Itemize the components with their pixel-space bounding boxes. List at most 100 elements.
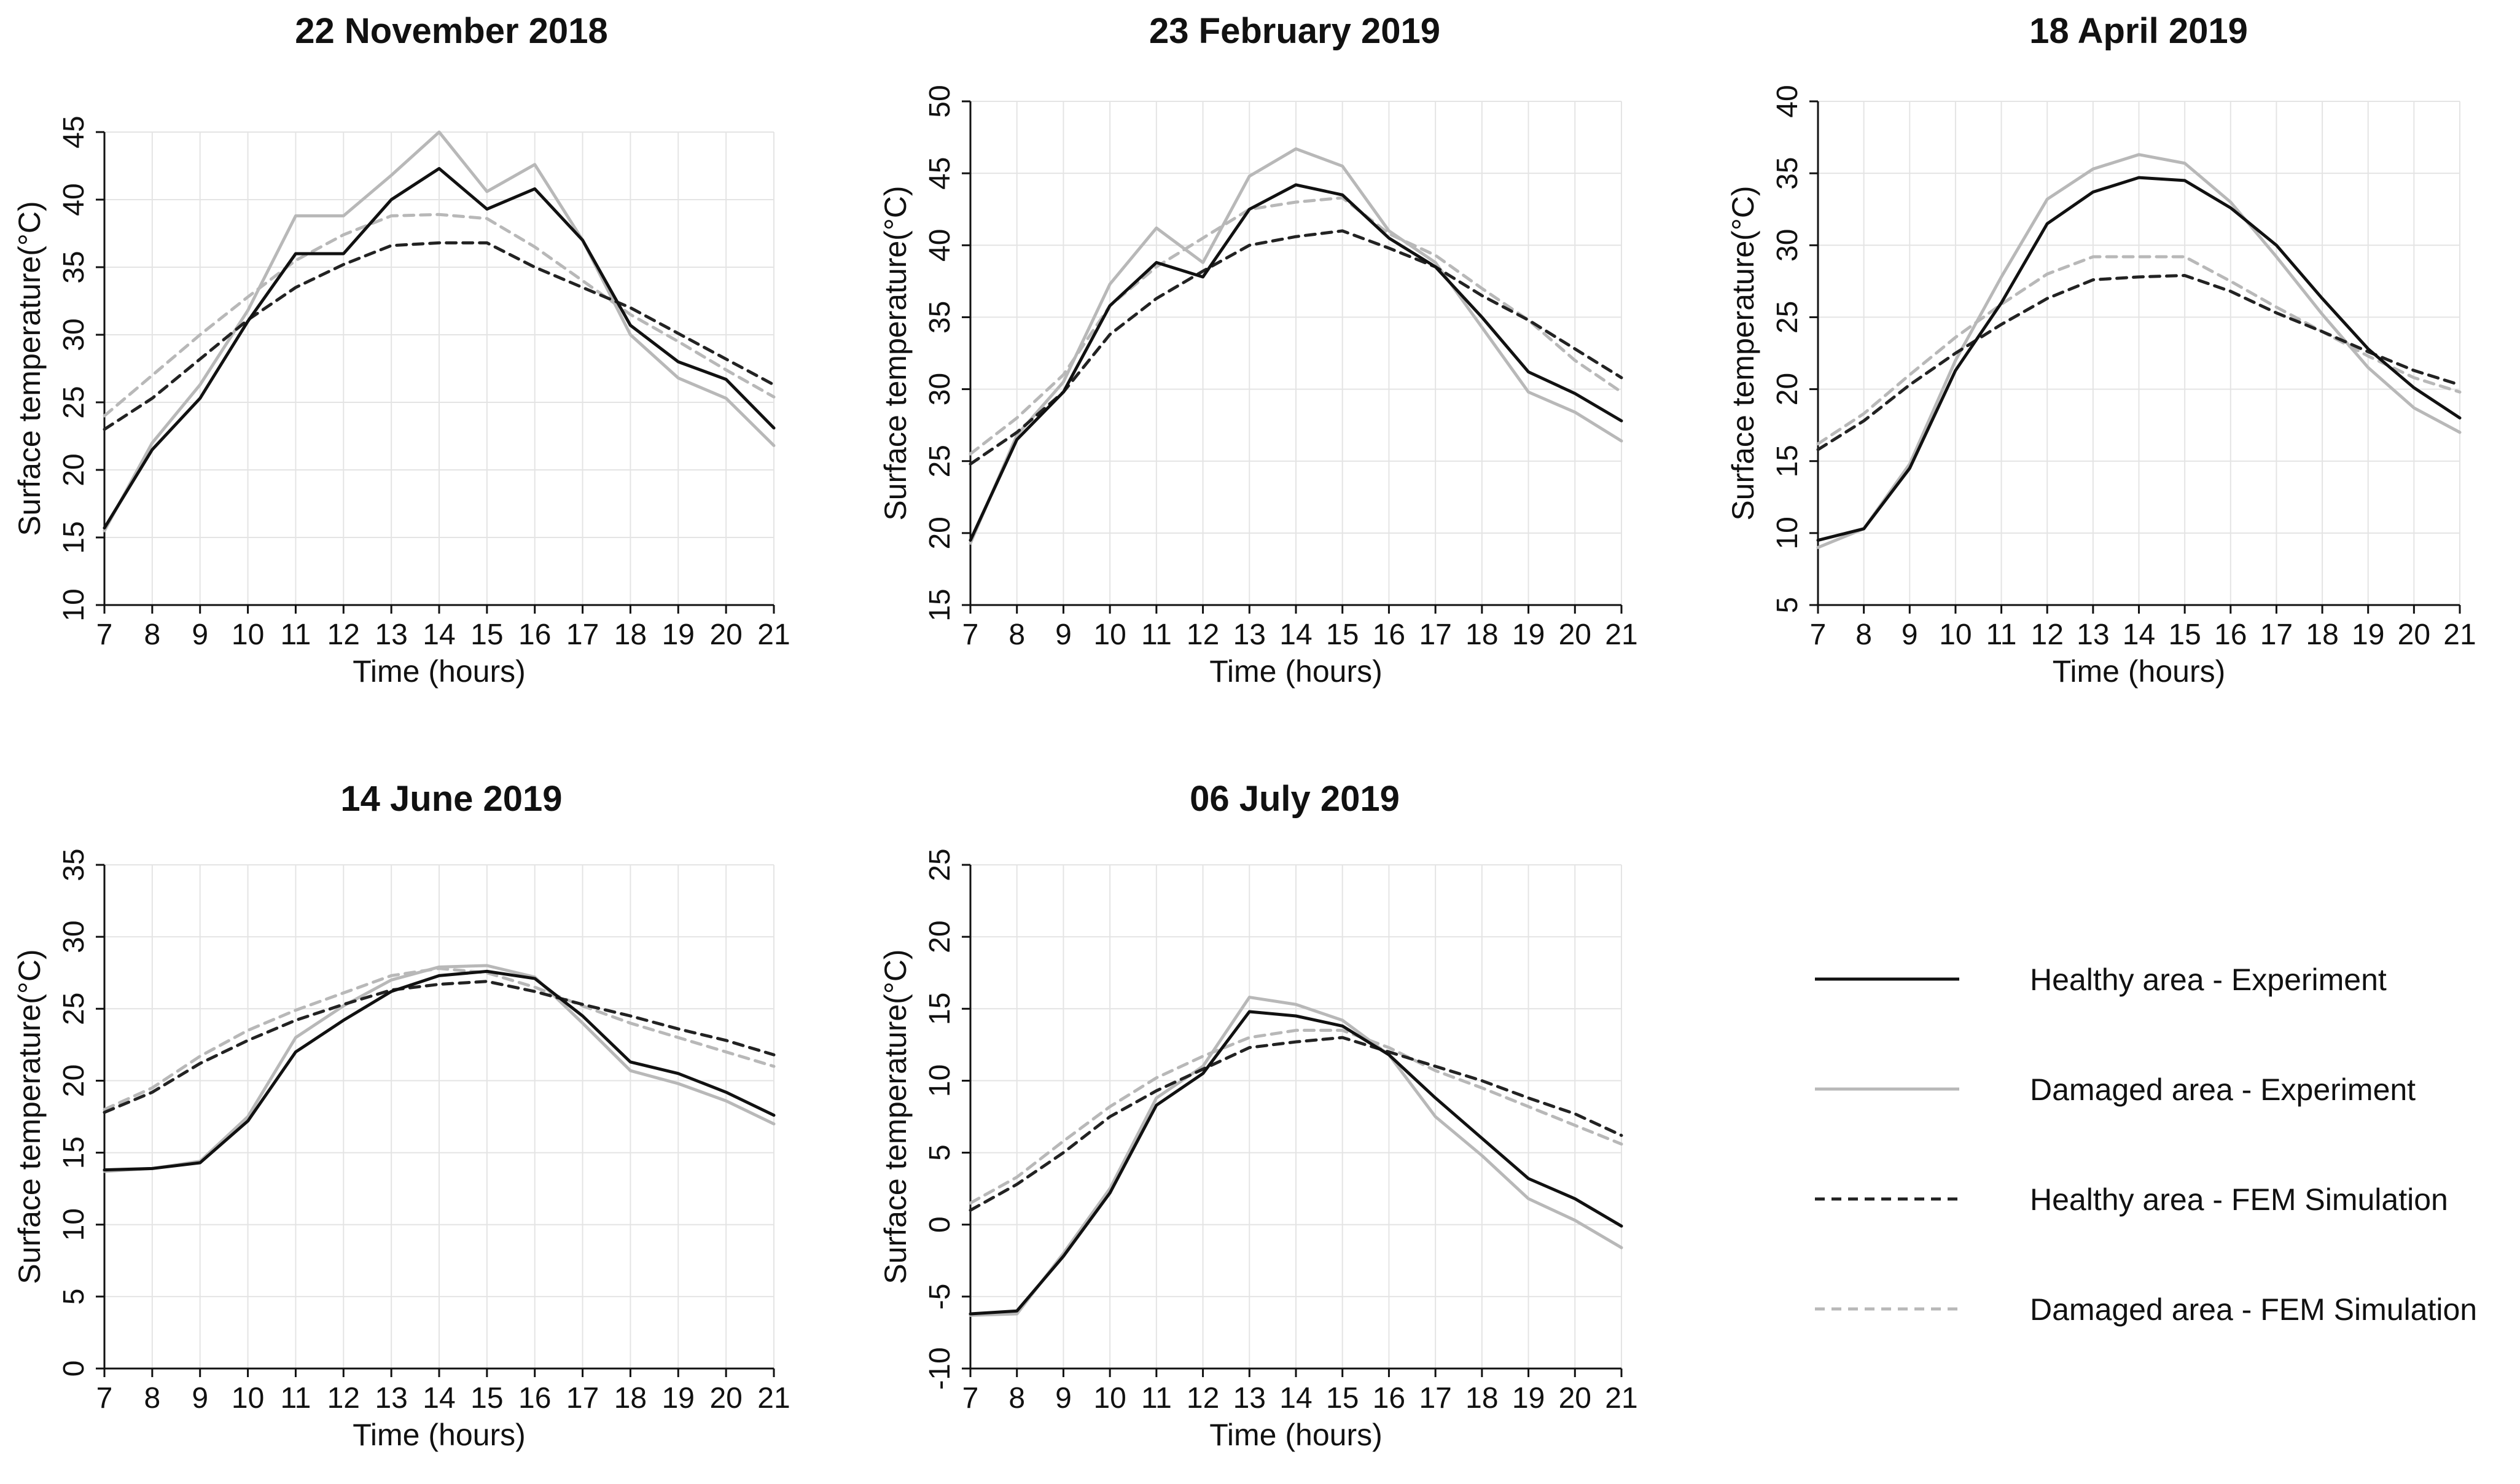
x-tick-label: 9 <box>1902 619 1918 651</box>
series-line-healthy-fem <box>103 980 776 1114</box>
x-tick-label: 12 <box>1187 1382 1219 1415</box>
x-tick-label: 16 <box>1373 1382 1405 1415</box>
x-tick-label: 20 <box>709 619 742 651</box>
x-tick-label: 12 <box>1187 619 1219 651</box>
x-tick-label: 15 <box>1326 619 1359 651</box>
series-line-healthy-fem <box>1816 273 2462 451</box>
x-tick-label: 20 <box>1559 619 1591 651</box>
y-tick-label: 40 <box>1771 85 1804 117</box>
x-tick-label: 8 <box>1008 1382 1025 1415</box>
series-line-damaged-fem <box>969 1028 1623 1205</box>
x-tick-label: 8 <box>1008 619 1025 651</box>
y-tick-label: 40 <box>924 229 956 262</box>
chart-title: 23 February 2019 <box>1149 11 1440 51</box>
x-axis-label: Time (hours) <box>1209 654 1383 689</box>
y-tick-label: 10 <box>924 1064 956 1097</box>
legend-item-healthy-experiment: Healthy area - Experiment <box>1815 963 2387 997</box>
x-tick-label: 18 <box>1465 619 1498 651</box>
series-line-healthy-fem <box>969 1036 1623 1212</box>
series-line-healthy-exp <box>103 969 776 1172</box>
series-line-healthy-exp <box>1816 176 2462 542</box>
x-tick-label: 16 <box>2214 619 2247 651</box>
legend-item-damaged-fem: Damaged area - FEM Simulation <box>1815 1292 2477 1327</box>
x-tick-label: 9 <box>192 619 208 651</box>
y-tick-label: 35 <box>924 301 956 334</box>
y-tick-label: 5 <box>924 1144 956 1161</box>
y-tick-label: 45 <box>924 157 956 189</box>
chart-panels: 7 8 9 10 11 12 13 14 15 16 17 18 19 20 211015202530354… <box>12 11 2476 1452</box>
series-line-damaged-exp <box>103 964 776 1173</box>
y-tick-label: 20 <box>924 517 956 549</box>
x-tick-label: 7 <box>1810 619 1827 651</box>
x-tick-label: 9 <box>1055 1382 1072 1415</box>
x-tick-label: 17 <box>1419 1382 1451 1415</box>
x-tick-label: 8 <box>1855 619 1872 651</box>
x-tick-label: 16 <box>518 1382 551 1415</box>
chart-panel-4: 7 8 9 10 11 12 13 14 15 16 17 18 19 20 21 0 5 10 15 20 25 30 3… <box>12 779 790 1452</box>
y-axis-label: Surface temperature(°C) <box>12 949 47 1284</box>
x-tick-label: 11 <box>1141 1382 1172 1415</box>
x-tick-label: 19 <box>1512 619 1545 651</box>
chart-panel-5: 7 8 9 10 11 12 13 14 15 16 17 18 19 20 21 -10 -5 0 5 10 15 20… <box>878 779 1638 1452</box>
y-tick-label: 15 <box>924 993 956 1025</box>
legend-label-healthy-fem: Healthy area - FEM Simulation <box>2030 1182 2448 1217</box>
y-tick-label: 25 <box>58 993 90 1025</box>
y-tick-label: 25 <box>58 386 90 418</box>
chart-title: 22 November 2018 <box>295 11 607 51</box>
x-axis-label: Time (hours) <box>2053 654 2226 689</box>
chart-title: 06 July 2019 <box>1190 779 1400 819</box>
x-tick-label: 11 <box>281 1382 311 1415</box>
x-tick-label: 15 <box>2168 619 2201 651</box>
y-tick-label: 35 <box>58 848 90 881</box>
y-tick-label: 40 <box>58 183 90 216</box>
x-tick-label: 16 <box>1373 619 1405 651</box>
x-tick-label: 14 <box>1279 619 1312 651</box>
series-line-healthy-exp <box>103 166 776 530</box>
y-tick-label: 15 <box>58 521 90 553</box>
x-tick-label: 19 <box>2352 619 2384 651</box>
y-tick-label: 20 <box>924 920 956 953</box>
series-line-healthy-fem <box>103 241 776 431</box>
legend-label-healthy-experiment: Healthy area - Experiment <box>2030 963 2387 997</box>
x-tick-label: 18 <box>614 1382 647 1415</box>
y-tick-label: 25 <box>924 848 956 881</box>
y-tick-label: 10 <box>58 588 90 621</box>
y-tick-label: 15 <box>58 1136 90 1169</box>
x-tick-label: 14 <box>1279 1382 1312 1415</box>
x-axis-label: Time (hours) <box>353 654 526 689</box>
y-tick-label: 0 <box>58 1361 90 1377</box>
chart-panel-3: 7 8 9 10 11 12 13 14 15 16 17 18 19 20 21 5 10 15 20 25 30 35… <box>1726 11 2476 689</box>
series-line-healthy-exp <box>969 1010 1623 1316</box>
x-tick-label: 21 <box>1605 619 1637 651</box>
x-tick-label: 8 <box>144 1382 161 1415</box>
x-tick-label: 21 <box>757 619 790 651</box>
x-tick-label: 11 <box>281 619 311 651</box>
y-tick-label: 15 <box>924 588 956 621</box>
x-tick-label: 20 <box>709 1382 742 1415</box>
x-tick-label: 13 <box>1233 1382 1266 1415</box>
x-tick-label: 10 <box>1093 619 1126 651</box>
x-tick-label: 12 <box>327 1382 360 1415</box>
series-line-healthy-fem <box>969 229 1623 466</box>
x-tick-label: 19 <box>662 1382 695 1415</box>
series-line-damaged-fem <box>103 213 776 418</box>
series-line-damaged-exp <box>103 130 776 533</box>
x-tick-label: 14 <box>2123 619 2155 651</box>
y-tick-label: -10 <box>924 1347 956 1389</box>
x-tick-label: 7 <box>96 619 113 651</box>
x-tick-label: 13 <box>375 619 407 651</box>
y-tick-label: 30 <box>924 373 956 405</box>
x-tick-label: 19 <box>1512 1382 1545 1415</box>
x-tick-label: 21 <box>757 1382 790 1415</box>
y-tick-label: 15 <box>1771 445 1804 477</box>
x-tick-label: 7 <box>962 1382 979 1415</box>
legend-item-damaged-experiment: Damaged area - Experiment <box>1815 1072 2416 1107</box>
y-tick-label: 50 <box>924 85 956 117</box>
series-line-damaged-exp <box>969 147 1623 545</box>
x-tick-label: 17 <box>566 1382 599 1415</box>
y-tick-label: 25 <box>924 445 956 477</box>
y-tick-label: 30 <box>1771 229 1804 262</box>
chart-title: 14 June 2019 <box>340 779 562 819</box>
y-tick-label: 10 <box>1771 517 1804 549</box>
